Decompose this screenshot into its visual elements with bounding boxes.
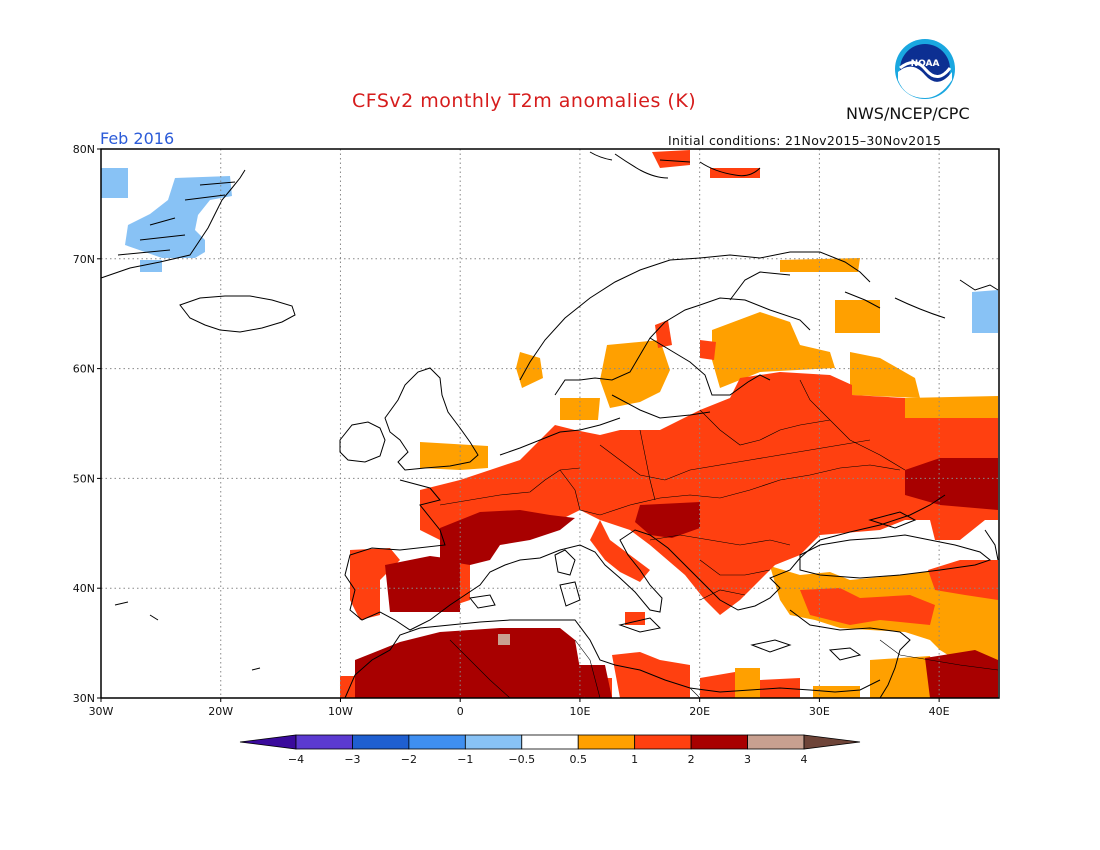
lon-label: 30W xyxy=(89,705,114,718)
lon-label: 10E xyxy=(569,705,590,718)
lat-label: 40N xyxy=(73,582,95,595)
legend-label: −2 xyxy=(401,753,417,766)
legend-swatch xyxy=(408,734,466,750)
legend-swatch xyxy=(295,734,353,750)
legend-label: −1 xyxy=(457,753,473,766)
lon-label: 20W xyxy=(208,705,233,718)
legend-label: 3 xyxy=(744,753,751,766)
lat-label: 70N xyxy=(73,253,95,266)
coastlines xyxy=(100,151,999,699)
legend-swatch xyxy=(634,734,692,750)
legend-label: −4 xyxy=(288,753,304,766)
lon-label: 30E xyxy=(809,705,830,718)
legend-swatch xyxy=(464,734,523,750)
country-borders xyxy=(439,379,999,699)
lat-label: 30N xyxy=(73,692,95,705)
color-legend: −4 −3 −2 −1 −0.5 0.5 1 2 3 4 xyxy=(239,734,861,766)
map-frame xyxy=(100,148,1000,699)
valid-month-label: Feb 2016 xyxy=(100,129,175,148)
legend-label: −3 xyxy=(344,753,360,766)
noaa-logo-text: NOAA xyxy=(911,59,940,69)
legend-label: 2 xyxy=(688,753,695,766)
lat-label: 80N xyxy=(73,143,95,156)
legend-swatch xyxy=(521,734,579,750)
legend-arrow-high xyxy=(803,734,861,750)
legend-swatch xyxy=(747,734,805,750)
lat-label: 60N xyxy=(73,363,95,376)
legend-swatch xyxy=(690,734,748,750)
legend-label: 0.5 xyxy=(569,753,587,766)
legend-swatch xyxy=(577,734,636,750)
graticule xyxy=(101,149,999,698)
initial-conditions-label: Initial conditions: 21Nov2015–30Nov2015 xyxy=(668,133,942,148)
lon-label: 10W xyxy=(328,705,353,718)
anomaly-shading xyxy=(101,150,998,698)
legend-label: −0.5 xyxy=(508,753,535,766)
lat-label: 50N xyxy=(73,472,95,485)
latitude-labels: 80N 70N 60N 50N 40N 30N xyxy=(73,143,101,705)
legend-arrow-low xyxy=(239,734,297,750)
legend-label: 4 xyxy=(801,753,808,766)
lon-label: 40E xyxy=(929,705,950,718)
lon-label: 0 xyxy=(457,705,464,718)
noaa-logo-icon: NOAA xyxy=(895,39,955,99)
organization-label: NWS/NCEP/CPC xyxy=(846,104,970,123)
map-title: CFSv2 monthly T2m anomalies (K) xyxy=(352,90,697,112)
legend-label: 1 xyxy=(631,753,638,766)
longitude-labels: 30W 20W 10W 0 10E 20E 30E 40E xyxy=(89,698,950,718)
lon-label: 20E xyxy=(689,705,710,718)
legend-swatch xyxy=(352,734,410,750)
